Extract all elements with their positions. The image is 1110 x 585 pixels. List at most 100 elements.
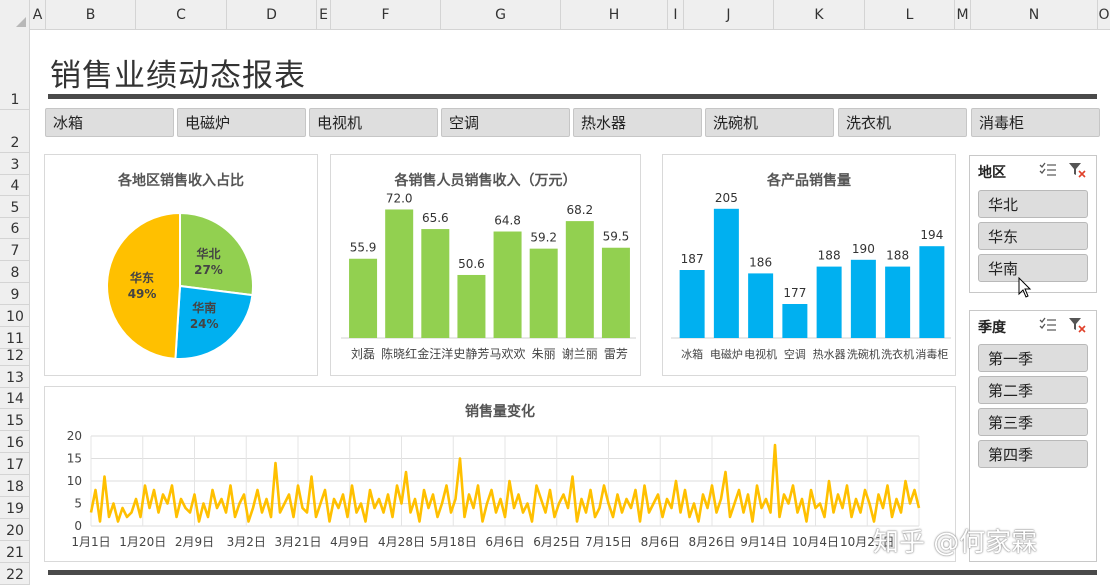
x-tick-label: 10月23日 — [840, 535, 895, 549]
data-label: 65.6 — [422, 211, 449, 225]
row-header[interactable]: 22 — [0, 563, 30, 585]
column-header[interactable]: N — [971, 0, 1098, 30]
select-all-corner[interactable] — [0, 0, 30, 30]
column-header[interactable]: L — [865, 0, 955, 30]
row-header[interactable]: 17 — [0, 453, 30, 475]
data-label: 186 — [749, 255, 772, 269]
slicer-item-quarter[interactable]: 第二季 — [978, 376, 1088, 404]
row-header[interactable]: 1 — [0, 30, 30, 110]
clear-filter-icon[interactable] — [1068, 162, 1086, 178]
column-header[interactable]: G — [441, 0, 561, 30]
line-chart-panel[interactable]: 销售量变化 0 5 10 15 20 1月1日 1月20日 2月9日 3月2日 3月21日 4月9日… — [44, 386, 956, 562]
column-header[interactable]: B — [46, 0, 136, 30]
row-header[interactable]: 21 — [0, 541, 30, 563]
row-header[interactable]: 2 — [0, 110, 30, 153]
slicer-item-quarter[interactable]: 第三季 — [978, 408, 1088, 436]
row-header[interactable]: 5 — [0, 196, 30, 218]
data-label: 187 — [681, 252, 704, 266]
slicer-item-quarter[interactable]: 第一季 — [978, 344, 1088, 372]
column-header[interactable]: M — [955, 0, 971, 30]
row-header[interactable]: 10 — [0, 305, 30, 327]
multi-select-icon[interactable] — [1039, 162, 1057, 178]
row-header-bar: 1 2 3 4 5 6 7 8 9 10 11 12 13 14 15 16 1… — [0, 30, 30, 585]
column-header[interactable]: O — [1098, 7, 1110, 23]
x-tick-label: 1月20日 — [119, 535, 166, 549]
bar — [565, 221, 594, 338]
column-header[interactable]: H — [561, 0, 668, 30]
bar — [816, 266, 842, 338]
column-header[interactable]: E — [317, 0, 331, 30]
row-header[interactable]: 3 — [0, 153, 30, 175]
category-label: 空调 — [784, 347, 806, 361]
row-header[interactable]: 20 — [0, 519, 30, 541]
column-header[interactable]: D — [227, 0, 317, 30]
data-label: 177 — [783, 286, 806, 300]
bar — [919, 246, 945, 338]
category-label: 电磁炉 — [710, 348, 743, 361]
data-label: 188 — [886, 249, 909, 263]
category-label: 洗衣机 — [881, 347, 914, 361]
x-tick-label: 4月28日 — [378, 535, 425, 549]
pie-chart: 华北 27% 华南 24% 华东 49% — [106, 211, 254, 360]
slicer-item-region[interactable]: 华北 — [978, 190, 1088, 218]
bar — [529, 248, 558, 338]
column-header[interactable]: J — [684, 0, 774, 30]
data-label: 68.2 — [566, 203, 593, 217]
pie-chart-panel[interactable]: 各地区销售收入占比 华北 27% 华南 24% 华东 49% — [44, 154, 318, 376]
column-header[interactable]: K — [774, 0, 865, 30]
row-header[interactable]: 11 — [0, 327, 30, 349]
slicer-item-region[interactable]: 华南 — [978, 254, 1088, 282]
row-header[interactable]: 15 — [0, 409, 30, 431]
line-chart: 0 5 10 15 20 1月1日 1月20日 2月9日 3月2日 3月21日 4月9日 4月28日 5… — [67, 429, 921, 549]
series-line — [89, 443, 921, 523]
row-header[interactable]: 8 — [0, 261, 30, 283]
chart-title: 各销售人员销售收入（万元） — [394, 173, 577, 189]
row-header[interactable]: 16 — [0, 431, 30, 453]
row-header[interactable]: 19 — [0, 497, 30, 519]
y-tick-label: 5 — [74, 497, 82, 511]
salesperson-bar-chart-panel[interactable]: 各销售人员销售收入（万元） 55.9 刘磊 72.0 陈晓红 65.6 金汪洋 50.6 史静… — [330, 154, 641, 376]
x-tick-label: 6月25日 — [533, 535, 580, 549]
product-button[interactable]: 电视机 — [309, 108, 438, 137]
column-header[interactable]: F — [331, 0, 441, 30]
category-label: 热水器 — [813, 348, 846, 361]
pie-percent-label: 27% — [194, 263, 223, 277]
column-header[interactable]: C — [136, 0, 227, 30]
product-button[interactable]: 热水器 — [573, 108, 702, 137]
product-button[interactable]: 洗衣机 — [838, 108, 967, 137]
product-bar-chart-panel[interactable]: 各产品销售量 187 冰箱 205 电磁炉 186 电视机 177 空调 188 热水器 190 洗碗… — [662, 154, 956, 376]
row-header[interactable]: 4 — [0, 175, 30, 196]
slicer-title: 地区 — [978, 165, 1006, 181]
clear-filter-icon[interactable] — [1068, 317, 1086, 333]
row-header[interactable]: 18 — [0, 475, 30, 497]
row-header[interactable]: 13 — [0, 366, 30, 388]
page-title: 销售业绩动态报表 — [50, 58, 306, 94]
slicer-item-quarter[interactable]: 第四季 — [978, 440, 1088, 468]
salesperson-bar-chart: 55.9 刘磊 72.0 陈晓红 65.6 金汪洋 50.6 史静芳 64.8 马欢欢 59.2 朱丽… — [341, 191, 636, 361]
row-header[interactable]: 9 — [0, 283, 30, 305]
x-tick-label: 5月18日 — [430, 535, 477, 549]
category-label: 马欢欢 — [490, 346, 526, 361]
row-header[interactable]: 12 — [0, 348, 30, 366]
bar — [349, 258, 378, 338]
column-header[interactable]: A — [30, 0, 46, 30]
category-label: 洗碗机 — [847, 347, 880, 361]
product-button[interactable]: 洗碗机 — [705, 108, 834, 137]
column-header[interactable]: I — [668, 0, 684, 30]
category-label: 刘磊 — [351, 347, 375, 361]
product-button[interactable]: 消毒柜 — [971, 108, 1100, 137]
slicer-title: 季度 — [978, 320, 1006, 336]
row-header[interactable]: 7 — [0, 239, 30, 261]
product-button[interactable]: 电磁炉 — [177, 108, 306, 137]
x-tick-label: 8月26日 — [689, 535, 736, 549]
row-header[interactable]: 14 — [0, 388, 30, 409]
slicer-item-region[interactable]: 华东 — [978, 222, 1088, 250]
x-tick-label: 8月6日 — [641, 535, 680, 549]
y-tick-label: 10 — [67, 474, 82, 488]
row-header[interactable]: 6 — [0, 218, 30, 239]
product-button[interactable]: 冰箱 — [45, 108, 174, 137]
data-label: 59.5 — [603, 230, 630, 244]
bar — [385, 209, 414, 338]
multi-select-icon[interactable] — [1039, 317, 1057, 333]
product-button[interactable]: 空调 — [441, 108, 570, 137]
